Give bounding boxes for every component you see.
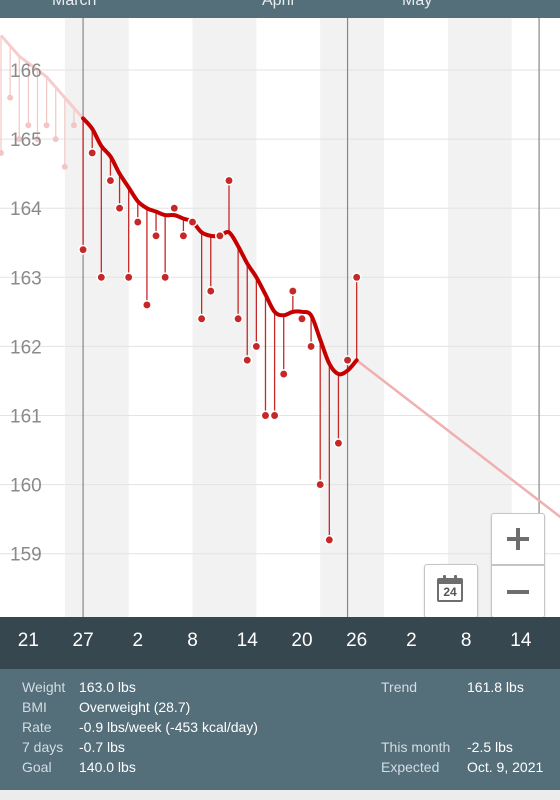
this-month-value: -2.5 lbs xyxy=(467,739,513,755)
y-tick-label: 166 xyxy=(10,61,42,82)
weight-point[interactable] xyxy=(278,369,289,379)
bottom-strip xyxy=(0,790,560,800)
week-band xyxy=(320,18,385,617)
weight-point[interactable] xyxy=(333,438,344,449)
weight-point[interactable] xyxy=(96,272,107,283)
calendar-icon: 24 xyxy=(437,575,463,602)
x-tick-label: 2 xyxy=(132,630,144,651)
month-header: March April May xyxy=(0,0,560,18)
calendar-button[interactable]: 24 xyxy=(424,564,478,617)
zoom-out-button[interactable] xyxy=(491,565,545,617)
weight-point[interactable] xyxy=(160,272,171,283)
weight-point[interactable] xyxy=(105,175,116,186)
weight-point[interactable] xyxy=(178,230,189,241)
y-tick-label: 160 xyxy=(10,476,42,497)
x-axis: 21 27 2 8 14 20 26 2 8 14 2 xyxy=(0,617,560,669)
trend-value: 161.8 lbs xyxy=(467,679,524,695)
week-band xyxy=(64,18,129,617)
weight-point[interactable] xyxy=(351,272,362,283)
bmi-label: BMI xyxy=(22,699,47,715)
x-tick-label: 8 xyxy=(187,630,198,651)
month-label-may: May xyxy=(402,0,433,9)
x-tick-label: 2 xyxy=(406,630,417,651)
month-label-april: April xyxy=(262,0,295,9)
weight-point[interactable] xyxy=(78,244,89,255)
rate-label: Rate xyxy=(22,719,52,735)
earlier-point xyxy=(70,122,77,129)
weight-point[interactable] xyxy=(196,313,207,324)
weight-point[interactable] xyxy=(260,410,271,421)
weight-point[interactable] xyxy=(187,217,198,227)
x-tick-label: 14 xyxy=(236,630,258,651)
trend-label: Trend xyxy=(381,679,418,695)
weight-point[interactable] xyxy=(132,217,143,227)
bmi-value: Overweight (28.7) xyxy=(79,699,191,715)
goal-label: Goal xyxy=(22,759,52,775)
weight-point[interactable] xyxy=(205,286,216,297)
weight-point[interactable] xyxy=(214,230,225,241)
weight-chart-svg[interactable]: 166 165 164 163 162 161 160 159 xyxy=(0,18,560,617)
weight-chart[interactable]: 166 165 164 163 162 161 160 159 24 xyxy=(0,18,560,617)
x-tick-label: 20 xyxy=(291,630,313,651)
x-tick-label: 21 xyxy=(17,630,39,651)
weight-point[interactable] xyxy=(233,313,244,324)
x-tick-label: 8 xyxy=(460,630,472,651)
goal-value: 140.0 lbs xyxy=(79,759,136,775)
earlier-point xyxy=(16,136,23,143)
y-tick-label: 162 xyxy=(10,337,42,358)
x-tick-label: 14 xyxy=(510,630,532,651)
y-tick-label: 164 xyxy=(10,199,42,220)
x-tick-label: 27 xyxy=(72,630,94,651)
weight-point[interactable] xyxy=(251,341,262,352)
this-month-label: This month xyxy=(381,739,451,755)
earlier-point xyxy=(34,136,41,143)
earlier-point xyxy=(61,163,68,170)
weight-point[interactable] xyxy=(324,534,335,545)
calendar-day: 24 xyxy=(443,585,457,599)
weight-point[interactable] xyxy=(87,147,98,158)
earlier-point xyxy=(43,122,50,129)
earlier-point xyxy=(25,122,32,129)
weight-point[interactable] xyxy=(306,341,317,352)
earlier-point xyxy=(0,149,4,156)
zoom-in-button[interactable] xyxy=(491,513,545,565)
earlier-point xyxy=(52,136,59,143)
y-tick-label: 161 xyxy=(10,407,42,428)
weight-point[interactable] xyxy=(141,299,152,310)
earlier-trend-line xyxy=(0,34,85,120)
weight-label: Weight xyxy=(22,679,66,695)
seven-days-value: -0.7 lbs xyxy=(79,739,125,755)
stats-panel: Weight 163.0 lbs BMI Overweight (28.7) R… xyxy=(0,669,560,790)
expected-label: Expected xyxy=(381,759,440,775)
month-label-march: March xyxy=(52,0,97,9)
weight-point[interactable] xyxy=(114,203,125,214)
projection-line xyxy=(355,359,560,519)
weight-point[interactable] xyxy=(297,313,307,324)
weight-point[interactable] xyxy=(315,479,326,490)
weight-point[interactable] xyxy=(151,230,161,241)
y-tick-label: 165 xyxy=(10,130,42,151)
x-tick-label: 26 xyxy=(346,630,368,651)
expected-value: Oct. 9, 2021 xyxy=(467,759,544,775)
seven-days-label: 7 days xyxy=(22,739,64,755)
rate-value: -0.9 lbs/week (-453 kcal/day) xyxy=(79,719,258,735)
y-tick-label: 159 xyxy=(10,545,42,566)
y-tick-label: 163 xyxy=(10,268,42,289)
weight-value: 163.0 lbs xyxy=(79,679,136,695)
weight-point[interactable] xyxy=(269,410,280,421)
weight-point[interactable] xyxy=(342,355,353,366)
weight-point[interactable] xyxy=(287,286,298,297)
weight-point[interactable] xyxy=(123,272,134,283)
weight-point[interactable] xyxy=(224,175,234,186)
weight-point[interactable] xyxy=(242,355,253,366)
x-tick-label: 2 xyxy=(556,630,560,652)
weight-point[interactable] xyxy=(169,203,180,214)
earlier-point xyxy=(7,94,14,101)
